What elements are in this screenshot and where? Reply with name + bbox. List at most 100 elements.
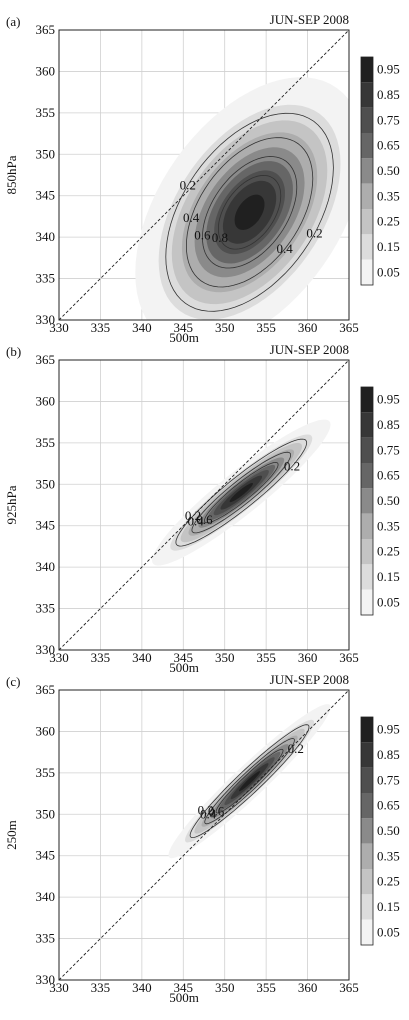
colorbar-swatch [361, 57, 373, 83]
chart-title: JUN-SEP 2008 [270, 12, 349, 27]
colorbar-tick-label: 0.50 [377, 163, 400, 178]
contour-label: 0.4 [200, 806, 217, 821]
colorbar-swatch [361, 234, 373, 260]
chart-title: JUN-SEP 2008 [270, 672, 349, 687]
colorbar-swatch [361, 818, 373, 844]
y-tick-label: 340 [36, 229, 56, 244]
colorbar-swatch [361, 488, 373, 514]
x-tick-label: 355 [256, 980, 276, 995]
y-axis-label: 850hPa [4, 155, 19, 194]
contour-line [189, 724, 310, 839]
x-tick-label: 360 [298, 980, 318, 995]
colorbar-swatch [361, 183, 373, 209]
density-band [239, 771, 261, 792]
contour-line [204, 738, 295, 825]
colorbar-swatch [361, 793, 373, 819]
colorbar-swatch [361, 869, 373, 895]
y-tick-label: 355 [36, 105, 56, 120]
x-tick-label: 365 [339, 980, 359, 995]
colorbar-tick-label: 0.50 [377, 493, 400, 508]
y-tick-label: 345 [36, 848, 56, 863]
contour-line [175, 438, 308, 547]
contour-line [185, 137, 314, 288]
x-tick-label: 340 [132, 650, 152, 665]
x-tick-label: 360 [298, 320, 318, 335]
y-tick-label: 360 [36, 63, 56, 78]
colorbar-swatch [361, 843, 373, 869]
x-tick-label: 350 [215, 980, 235, 995]
y-tick-label: 335 [36, 271, 56, 286]
x-tick-label: 350 [215, 650, 235, 665]
contour-label: 0.6 [194, 227, 211, 242]
colorbar-tick-label: 0.05 [377, 264, 400, 279]
density-band [234, 194, 265, 230]
y-tick-label: 345 [36, 518, 56, 533]
y-tick-label: 355 [36, 435, 56, 450]
colorbar-swatch [361, 767, 373, 793]
colorbar-tick-label: 0.05 [377, 924, 400, 939]
y-tick-label: 340 [36, 889, 56, 904]
x-tick-label: 330 [49, 650, 69, 665]
diagonal-reference-line [58, 689, 350, 981]
contour-label: 0.6 [196, 512, 213, 527]
colorbar-swatch [361, 919, 373, 945]
x-tick-label: 345 [174, 980, 194, 995]
panel-a: 0.2 0.2 0.4 0.4 0.6 0.8 330 335 340 345 350 355 360 3… [4, 12, 400, 345]
colorbar-tick-label: 0.75 [377, 772, 400, 787]
y-tick-label: 365 [36, 682, 56, 697]
colorbar-tick-label: 0.85 [377, 747, 400, 762]
colorbar-frame [360, 386, 374, 616]
colorbar-tick-label: 0.15 [377, 239, 400, 254]
x-tick-label: 345 [174, 320, 194, 335]
colorbar-tick-label: 0.35 [377, 518, 400, 533]
colorbar-tick-label: 0.75 [377, 112, 400, 127]
y-tick-label: 350 [36, 476, 56, 491]
colorbar-tick-label: 0.25 [377, 214, 400, 229]
colorbar-tick-label: 0.65 [377, 798, 400, 813]
colorbar-tick-label: 0.25 [377, 544, 400, 559]
colorbar-tick-label: 0.85 [377, 417, 400, 432]
diagonal-reference-line [58, 359, 350, 651]
contour-label: 0.6 [208, 803, 225, 818]
contour-label: 0.2 [180, 177, 196, 192]
y-tick-label: 360 [36, 723, 56, 738]
y-tick-label: 345 [36, 188, 56, 203]
x-tick-label: 335 [91, 320, 111, 335]
colorbar-tick-label: 0.15 [377, 569, 400, 584]
x-tick-label: 355 [256, 650, 276, 665]
y-axis-label: 925hPa [4, 485, 19, 524]
contour-line [203, 461, 279, 524]
colorbar-swatch [361, 209, 373, 235]
diagonal-reference-line [58, 29, 350, 321]
y-tick-label: 360 [36, 393, 56, 408]
plot-frame [58, 29, 350, 321]
colorbar-swatch [361, 564, 373, 590]
panel-label: (a) [6, 14, 20, 29]
colorbar-tick-label: 0.05 [377, 594, 400, 609]
colorbar-swatch [361, 717, 373, 743]
colorbar-tick-label: 0.75 [377, 442, 400, 457]
x-tick-label: 340 [132, 320, 152, 335]
contour-label: 0.2 [198, 802, 214, 817]
colorbar-swatch [361, 742, 373, 768]
x-tick-label: 365 [339, 320, 359, 335]
colorbar-tick-label: 0.50 [377, 823, 400, 838]
x-tick-label: 340 [132, 980, 152, 995]
contour-label: 0.2 [306, 226, 322, 241]
colorbar-swatch [361, 437, 373, 463]
x-axis-label: 500m [169, 330, 199, 345]
y-tick-label: 365 [36, 22, 56, 37]
chart-title: JUN-SEP 2008 [270, 342, 349, 357]
y-tick-label: 330 [36, 642, 56, 657]
y-axis-label: 250m [4, 820, 19, 850]
contour-label: 0.2 [284, 458, 300, 473]
colorbar-swatch [361, 539, 373, 565]
colorbar-frame [360, 716, 374, 946]
colorbar-swatch [361, 894, 373, 920]
x-tick-label: 365 [339, 650, 359, 665]
contour-line [217, 174, 282, 250]
colorbar-swatch [361, 589, 373, 615]
colorbar-swatch [361, 107, 373, 133]
